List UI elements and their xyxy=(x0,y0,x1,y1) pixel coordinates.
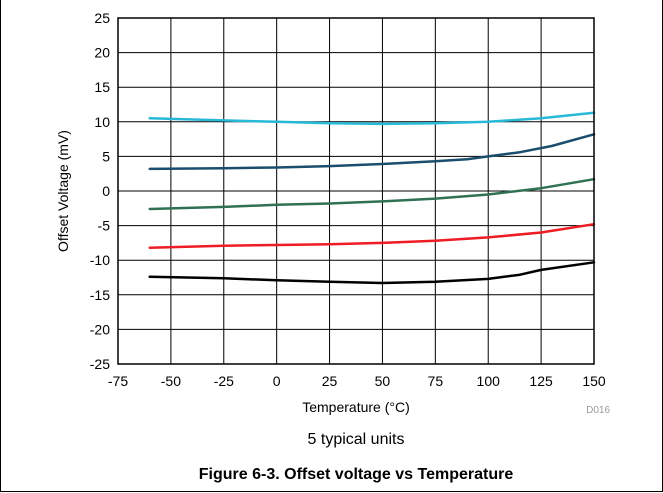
figure-title: Figure 6-3. Offset voltage vs Temperatur… xyxy=(199,466,514,483)
x-tick-label: -50 xyxy=(161,373,181,389)
data-series xyxy=(148,111,596,285)
x-tick-labels: -75 -50 -25 0 25 50 75 100 125 150 xyxy=(108,373,606,389)
y-tick-labels: 25 20 15 10 5 0 -5 -10 -15 -20 -25 xyxy=(90,10,110,372)
series-line-2 xyxy=(148,133,596,171)
y-tick-label: 25 xyxy=(94,10,110,26)
x-tick-label: 150 xyxy=(582,373,606,389)
y-tick-label: -5 xyxy=(98,218,111,234)
y-tick-label: 0 xyxy=(102,183,110,199)
y-tick-label: 15 xyxy=(94,79,110,95)
plot-border xyxy=(117,17,595,365)
x-tick-label: 100 xyxy=(477,373,501,389)
x-tick-label: 75 xyxy=(428,373,444,389)
y-tick-label: -15 xyxy=(90,287,110,303)
x-tick-label: 50 xyxy=(375,373,391,389)
y-tick-label: -25 xyxy=(90,356,110,372)
x-axis-title: Temperature (°C) xyxy=(302,399,410,415)
y-tick-label: 20 xyxy=(94,45,110,61)
series-line-1 xyxy=(148,111,596,126)
x-tick-label: -25 xyxy=(214,373,234,389)
figure-subtitle: 5 typical units xyxy=(308,431,405,448)
x-tick-label: 0 xyxy=(273,373,281,389)
x-tick-label: 125 xyxy=(529,373,553,389)
series-line-4 xyxy=(148,222,596,249)
y-tick-label: 5 xyxy=(102,148,110,164)
series-line-3 xyxy=(148,177,596,211)
y-axis-title: Offset Voltage (mV) xyxy=(55,130,71,252)
series-line-5 xyxy=(148,261,596,285)
y-tick-label: -10 xyxy=(90,252,110,268)
figure-code: D016 xyxy=(586,405,610,416)
x-tick-label: -75 xyxy=(108,373,128,389)
y-tick-label: -20 xyxy=(90,321,110,337)
y-tick-label: 10 xyxy=(94,114,110,130)
x-tick-label: 25 xyxy=(322,373,338,389)
